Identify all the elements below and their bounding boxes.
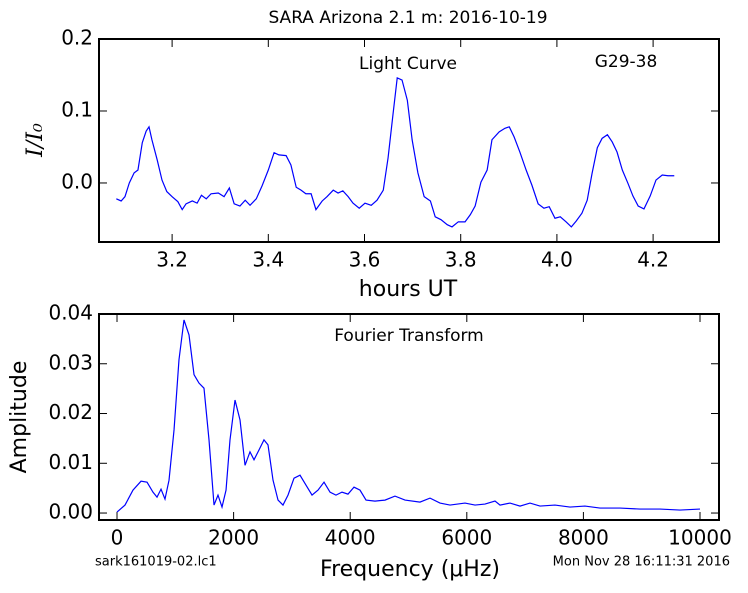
- y-tick-label: 0.00: [48, 500, 93, 524]
- footer-right: Mon Nov 28 16:11:31 2016: [553, 555, 730, 570]
- x-tick-label: 3.4: [252, 248, 284, 272]
- plot-frame: [98, 38, 720, 243]
- x-tick-label: 10000: [668, 526, 732, 550]
- x-tick-label: 3.6: [349, 248, 381, 272]
- x-tick-label: 6000: [441, 526, 492, 550]
- series-line: [116, 319, 701, 513]
- y-tick-label: 0.04: [48, 301, 93, 325]
- y-tick-label: 0.01: [48, 450, 93, 474]
- series-line: [116, 76, 675, 228]
- annotation: Fourier Transform: [334, 326, 483, 346]
- plot-frame: [98, 313, 720, 521]
- x-tick-label: 3.2: [156, 248, 188, 272]
- x-tick-label: 4.0: [541, 248, 573, 272]
- x-tick-label: 0: [111, 526, 124, 550]
- x-axis-label: hours UT: [359, 277, 458, 302]
- y-tick-label: 0.2: [61, 26, 93, 50]
- x-tick-label: 4000: [325, 526, 376, 550]
- y-tick-label: 0.0: [61, 169, 93, 193]
- y-tick-label: 0.1: [61, 97, 93, 121]
- x-tick-label: 4.2: [637, 248, 669, 272]
- figure-title: SARA Arizona 2.1 m: 2016-10-19: [268, 8, 547, 28]
- annotation: G29-38: [595, 52, 658, 72]
- x-tick-label: 2000: [208, 526, 259, 550]
- y-tick-label: 0.03: [48, 350, 93, 374]
- y-axis-label: I/I₀: [23, 123, 48, 158]
- annotation: Light Curve: [359, 54, 457, 74]
- footer-left: sark161019-02.lc1: [95, 555, 217, 570]
- x-tick-label: 8000: [558, 526, 609, 550]
- x-tick-label: 3.8: [445, 248, 477, 272]
- y-axis-label: Amplitude: [7, 361, 32, 474]
- y-tick-label: 0.02: [48, 400, 93, 424]
- x-axis-label: Frequency (μHz): [320, 557, 500, 582]
